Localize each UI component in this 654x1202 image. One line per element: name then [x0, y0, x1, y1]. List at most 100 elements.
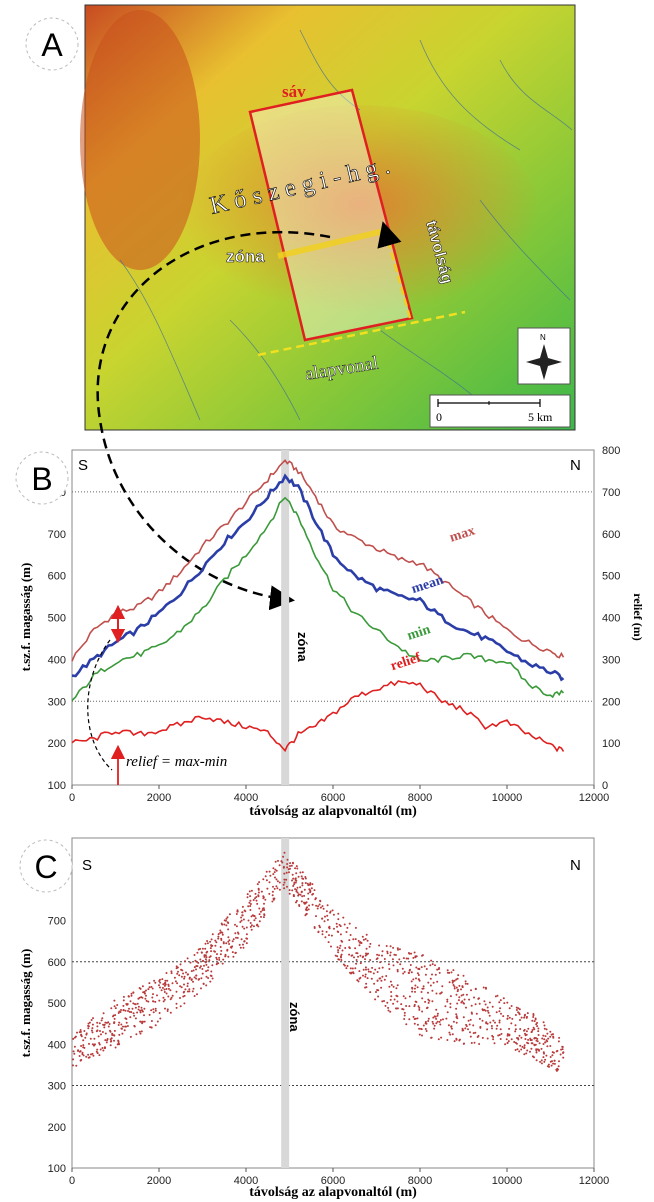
data-point: [399, 963, 402, 966]
data-point: [475, 1012, 478, 1015]
data-point: [143, 1020, 146, 1023]
data-point: [260, 915, 262, 918]
data-point: [370, 977, 373, 980]
data-point: [148, 1013, 151, 1016]
data-point: [186, 957, 189, 960]
data-point: [306, 906, 309, 909]
data-point: [326, 914, 329, 917]
panel-c-zone-label: zóna: [287, 1002, 302, 1032]
data-point: [192, 980, 194, 983]
data-point: [159, 978, 161, 981]
data-point: [264, 875, 267, 878]
y-tick-label: 700: [48, 529, 66, 541]
data-point: [321, 905, 324, 908]
data-point: [184, 988, 187, 991]
data-point: [530, 1047, 533, 1050]
data-point: [184, 960, 186, 963]
data-point: [551, 1060, 553, 1063]
data-point: [542, 1043, 545, 1045]
data-point: [166, 1010, 169, 1012]
data-point: [231, 940, 234, 943]
data-point: [484, 986, 487, 989]
data-point: [425, 1022, 428, 1025]
data-point: [207, 977, 210, 979]
data-point: [365, 947, 368, 950]
data-point: [455, 1007, 458, 1010]
data-point: [518, 1008, 521, 1011]
data-point: [112, 1034, 115, 1037]
data-point: [541, 1037, 544, 1040]
data-point: [392, 1002, 395, 1005]
data-point: [508, 1007, 511, 1010]
data-point: [313, 927, 316, 929]
panel-c-y-label: t.sz.f. magasság (m): [18, 949, 33, 1058]
data-point: [262, 895, 265, 898]
data-point: [167, 987, 170, 990]
data-point: [520, 1016, 523, 1019]
data-point: [545, 1054, 548, 1057]
data-point: [203, 954, 206, 957]
data-point: [263, 909, 266, 911]
y2-tick-label: 200: [602, 696, 620, 708]
data-point: [364, 973, 367, 976]
data-point: [145, 994, 147, 997]
data-point: [129, 1035, 132, 1038]
data-point: [159, 1017, 162, 1020]
data-point: [417, 1005, 420, 1008]
data-point: [389, 945, 392, 948]
data-point: [561, 1048, 564, 1051]
data-point: [227, 928, 230, 931]
data-point: [343, 964, 346, 967]
data-point: [331, 909, 334, 912]
data-point: [342, 916, 345, 919]
data-point: [436, 980, 439, 983]
data-point: [218, 958, 221, 961]
data-point: [221, 962, 224, 965]
data-point: [465, 1006, 467, 1009]
data-point: [88, 1042, 90, 1045]
data-point: [136, 1002, 139, 1005]
data-point: [529, 1037, 532, 1040]
data-point: [414, 956, 417, 959]
data-point: [562, 1056, 565, 1059]
data-point: [247, 905, 250, 908]
data-point: [255, 899, 258, 902]
data-point: [532, 1026, 535, 1029]
data-point: [536, 1048, 539, 1051]
panel-a: sáv K ő s z e g i - h g . zóna távolság …: [25, 4, 576, 431]
data-point: [170, 970, 173, 973]
data-point: [224, 955, 227, 958]
data-point: [381, 950, 384, 953]
data-point: [80, 1058, 83, 1061]
data-point: [232, 938, 235, 941]
data-point: [354, 938, 357, 941]
data-point: [295, 889, 298, 891]
north-arrow-label: N: [540, 333, 546, 342]
data-point: [364, 958, 366, 961]
data-point: [471, 1012, 473, 1015]
data-point: [72, 1064, 74, 1067]
data-point: [105, 1041, 108, 1044]
data-point: [180, 975, 183, 978]
data-point: [345, 967, 348, 970]
y-tick-label: 600: [48, 571, 66, 583]
data-point: [376, 971, 379, 973]
data-point: [250, 928, 253, 931]
data-point: [506, 1017, 509, 1020]
data-point: [249, 922, 252, 924]
data-point: [179, 997, 181, 999]
data-point: [286, 885, 288, 888]
data-point: [249, 895, 252, 898]
data-point: [136, 1011, 139, 1014]
data-point: [226, 949, 229, 952]
data-point: [283, 881, 286, 884]
data-point: [547, 1037, 550, 1040]
data-point: [514, 1049, 517, 1051]
data-point: [362, 938, 365, 941]
data-point: [193, 995, 196, 997]
data-point: [431, 963, 434, 966]
data-point: [109, 1044, 112, 1047]
data-point: [546, 1040, 549, 1043]
